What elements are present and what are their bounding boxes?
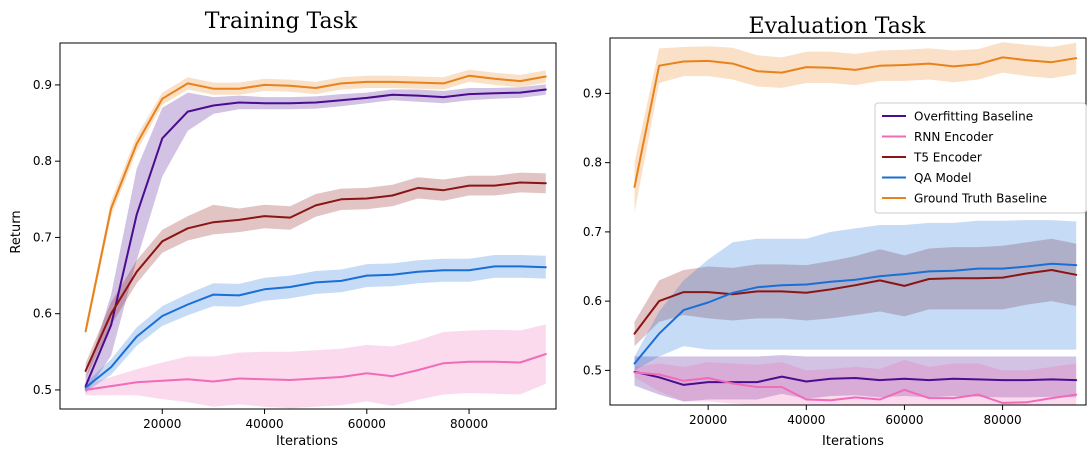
training-y-axis-label: Return	[9, 210, 24, 253]
training-plot-area	[84, 69, 547, 409]
evaluation-plot-area	[633, 42, 1078, 405]
training-rnn-encoder-band	[85, 324, 546, 409]
evaluation-rnn-encoder-band	[634, 360, 1077, 405]
training-y-tick-label: 0.5	[33, 383, 52, 397]
evaluation-x-tick-label: 60000	[885, 413, 923, 427]
evaluation-y-tick-label: 0.5	[583, 363, 602, 377]
evaluation-x-axis-label: Iterations	[822, 434, 884, 449]
legend-label-overfitting-baseline: Overfitting Baseline	[914, 110, 1033, 124]
training-axes-frame	[59, 42, 557, 410]
legend: Overfitting Baseline RNN Encoder T5 Encode…	[874, 102, 1087, 214]
training-task-title: Training Task	[205, 9, 358, 34]
training-rnn-encoder-line	[84, 353, 547, 391]
training-t5-encoder-band	[85, 172, 546, 379]
evaluation-qa-model-line	[633, 262, 1078, 365]
legend-box	[874, 102, 1087, 214]
evaluation-y-tick-label: 0.6	[583, 294, 602, 308]
training-qa-model-band	[85, 255, 546, 393]
training-ground-truth-baseline-line	[84, 74, 547, 333]
evaluation-x-tick-label: 80000	[983, 413, 1021, 427]
training-qa-model-line	[84, 265, 547, 389]
training-x-tick-label: 40000	[245, 417, 283, 431]
training-x-tick-label: 60000	[348, 417, 386, 431]
evaluation-rnn-encoder-line	[633, 371, 1078, 404]
training-t5-encoder-line	[84, 181, 547, 372]
training-y-tick-label: 0.8	[33, 154, 52, 168]
evaluation-y-tick-label: 0.7	[583, 225, 602, 239]
training-x-tick-label: 20000	[143, 417, 181, 431]
training-y-tick-label: 0.7	[33, 230, 52, 244]
evaluation-t5-encoder-line	[633, 269, 1078, 335]
evaluation-ground-truth-baseline-line	[633, 56, 1078, 188]
evaluation-t5-encoder-band	[634, 238, 1077, 347]
training-x-tick-label: 80000	[450, 417, 488, 431]
evaluation-ground-truth-baseline-band	[634, 42, 1077, 213]
training-task-panel: Training Task Iterations Return 20000 400…	[9, 9, 557, 449]
evaluation-task-title: Evaluation Task	[749, 14, 927, 39]
evaluation-x-tick-label: 40000	[787, 413, 825, 427]
evaluation-x-tick-label: 20000	[689, 413, 727, 427]
legend-label-qa-model: QA Model	[914, 171, 972, 185]
evaluation-overfitting-baseline-line	[633, 370, 1078, 386]
evaluation-task-panel: Evaluation Task Iterations 20000 40000 600…	[583, 14, 1087, 449]
evaluation-y-tick-label: 0.8	[583, 156, 602, 170]
evaluation-qa-model-band	[634, 220, 1077, 371]
training-y-tick-label: 0.9	[33, 78, 52, 92]
legend-label-rnn-encoder: RNN Encoder	[914, 130, 993, 144]
training-x-axis-label: Iterations	[276, 434, 338, 449]
training-y-tick-label: 0.6	[33, 307, 52, 321]
legend-label-t5-encoder: T5 Encoder	[913, 151, 982, 165]
evaluation-axes-frame	[609, 37, 1087, 406]
training-overfitting-baseline-line	[84, 88, 547, 388]
evaluation-y-tick-label: 0.9	[583, 86, 602, 100]
legend-label-ground-truth-baseline: Ground Truth Baseline	[914, 192, 1047, 206]
